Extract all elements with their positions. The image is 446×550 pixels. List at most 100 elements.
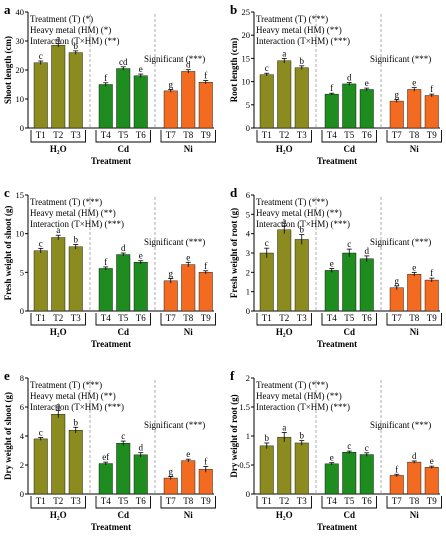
y-tick-label: 0 (20, 306, 24, 316)
y-tick-label: 2 (246, 373, 250, 383)
significance-letter: b (74, 234, 79, 244)
x-tick-label: T6 (136, 496, 146, 506)
bar (33, 62, 48, 129)
significance-letter: ef (102, 452, 109, 462)
group-label: Ni (410, 327, 419, 337)
significance-letter: c (347, 239, 351, 249)
bar (359, 454, 374, 495)
bar (259, 74, 274, 129)
significance-label: Significant (***) (370, 237, 431, 247)
significance-letter: b (300, 225, 305, 235)
y-tick-label: 10 (242, 77, 251, 87)
group-bracket (321, 130, 377, 143)
bar (259, 445, 274, 495)
significance-letter: e (139, 251, 143, 261)
y-axis-label: Dry weight of shoot (g) (3, 392, 13, 480)
stats-line: Interaction (T×HM) (***) (256, 219, 350, 229)
bar (163, 477, 178, 495)
bar (181, 264, 196, 312)
significance-label: Significant (***) (370, 420, 431, 430)
bar (198, 469, 213, 495)
y-tick-label: 3 (246, 248, 250, 258)
group-label: Ni (184, 510, 193, 520)
y-tick-label: 0 (20, 489, 24, 499)
x-tick-label: T3 (297, 496, 307, 506)
group-label: Ni (184, 144, 193, 154)
group-bracket (256, 130, 312, 143)
x-tick-label: T3 (297, 130, 307, 140)
group-label: Ni (410, 144, 419, 154)
y-tick-label: 0 (246, 306, 250, 316)
y-tick-label: 2 (246, 267, 250, 277)
significance-letter: e (412, 78, 416, 88)
stats-line: Treatment (T) (***) (30, 380, 102, 390)
stats-line: Interaction (T×HM) (***) (30, 402, 124, 412)
significance-letter: b (300, 56, 305, 66)
y-tick-label: 5 (246, 209, 250, 219)
y-tick-label: 4 (20, 431, 25, 441)
x-axis-label: Treatment (91, 339, 131, 349)
x-tick-label: T5 (344, 496, 354, 506)
x-tick-label: T6 (362, 130, 372, 140)
bar (342, 452, 357, 495)
group-label: H₂O (276, 144, 293, 154)
group-bracket (30, 130, 86, 143)
y-tick-label: 25 (242, 7, 251, 17)
significance-letter: g (169, 269, 174, 279)
group-label: H₂O (50, 144, 67, 154)
bar (259, 252, 274, 312)
x-tick-label: T7 (166, 496, 176, 506)
y-tick-label: 40 (16, 7, 25, 17)
stats-line: Heavy metal (HM) (**) (256, 208, 342, 218)
significance-letter: d (347, 73, 352, 83)
y-tick-label: 20 (242, 30, 251, 40)
significance-letter: e (365, 78, 369, 88)
significance-letter: e (330, 453, 334, 463)
x-tick-label: T7 (392, 496, 402, 506)
bar (68, 429, 83, 495)
x-tick-label: T3 (71, 313, 81, 323)
significance-letter: a (56, 401, 60, 411)
group-bracket (160, 496, 216, 509)
panel-letter: f (230, 368, 235, 383)
x-tick-label: T1 (36, 496, 46, 506)
x-tick-label: T5 (118, 496, 128, 506)
group-bracket (386, 496, 442, 509)
x-tick-label: T7 (166, 313, 176, 323)
group-label: H₂O (276, 327, 293, 337)
bar (342, 252, 357, 312)
y-tick-label: 15 (242, 53, 251, 63)
significance-letter: b (74, 41, 79, 51)
x-axis-label: Treatment (91, 522, 131, 532)
significance-letter: a (282, 216, 286, 226)
x-tick-label: T9 (427, 130, 437, 140)
y-axis-label: Fresh weight of shoot (g) (3, 206, 13, 301)
significance-letter: f (430, 268, 433, 278)
bar (324, 463, 339, 495)
stats-line: Heavy metal (HM) (*) (30, 25, 111, 35)
bar (407, 89, 422, 129)
panel-letter: e (4, 368, 10, 383)
significance-letter: g (395, 90, 400, 100)
significance-letter: f (330, 83, 333, 93)
significance-letter: e (186, 252, 190, 262)
group-label: H₂O (276, 510, 293, 520)
x-tick-label: T8 (183, 496, 193, 506)
stats-line: Interaction (T×HM) (***) (256, 402, 350, 412)
x-tick-label: T8 (409, 496, 419, 506)
bar (424, 467, 439, 495)
significance-letter: e (430, 456, 434, 466)
bar (116, 443, 131, 495)
significance-letter: a (282, 423, 286, 433)
y-tick-label: 10 (16, 229, 25, 239)
bar (33, 250, 48, 312)
x-tick-label: T6 (362, 496, 372, 506)
panel-letter: d (230, 185, 238, 200)
x-tick-label: T6 (362, 313, 372, 323)
bar (116, 68, 131, 129)
x-tick-label: T8 (183, 313, 193, 323)
y-axis-label: Dry weight of root (g) (229, 394, 239, 477)
x-tick-label: T9 (427, 496, 437, 506)
x-tick-label: T2 (279, 313, 289, 323)
group-label: Cd (117, 327, 129, 337)
